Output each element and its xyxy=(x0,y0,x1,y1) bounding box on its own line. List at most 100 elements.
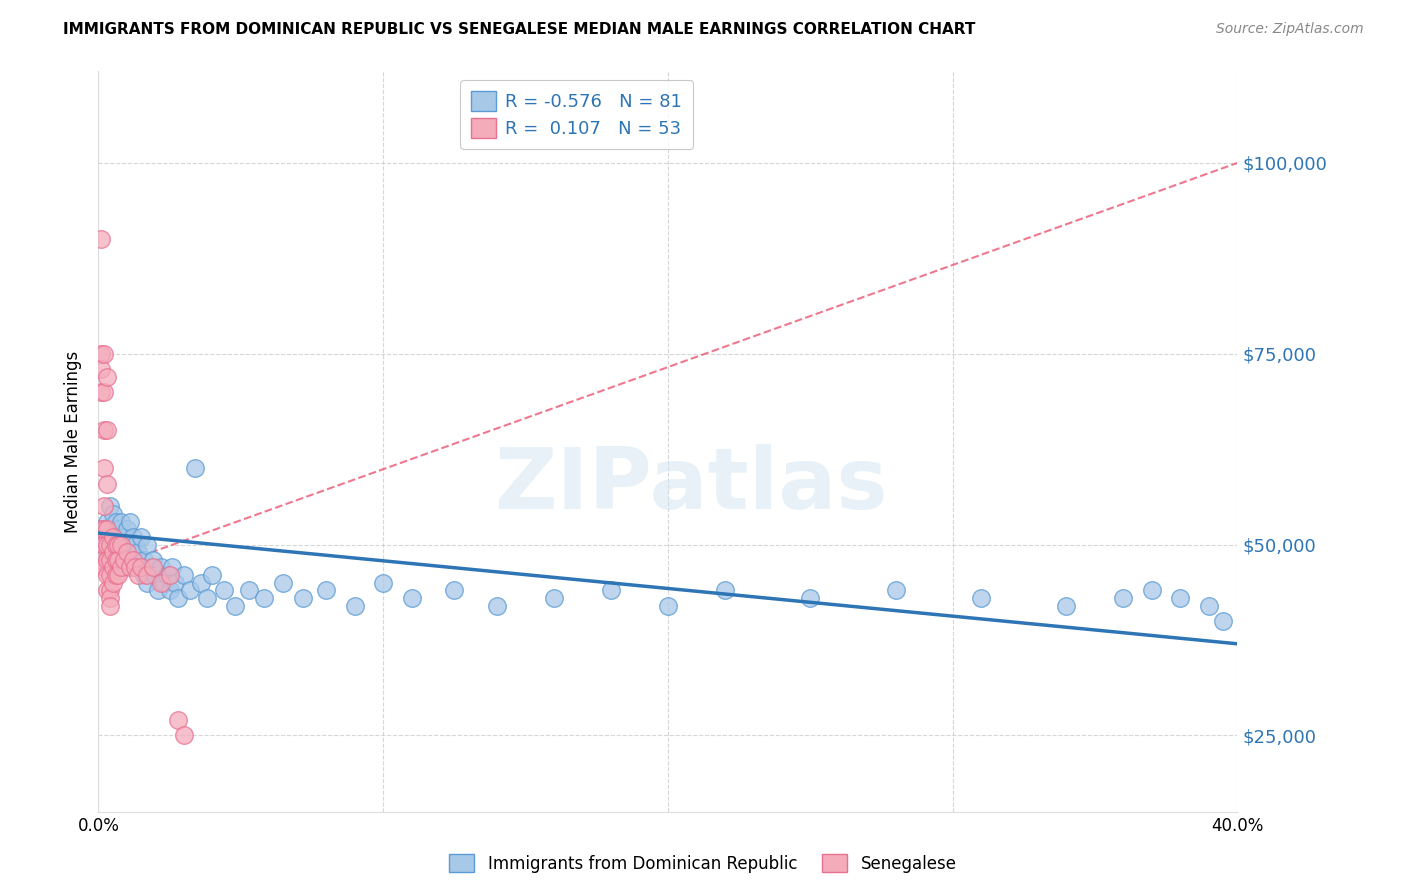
Point xyxy=(714,583,737,598)
Point xyxy=(98,538,121,552)
Point xyxy=(93,347,115,361)
Point xyxy=(162,560,184,574)
Point xyxy=(101,575,124,590)
Point xyxy=(118,560,141,574)
Point xyxy=(98,583,121,598)
Point xyxy=(93,500,115,514)
Point xyxy=(201,568,224,582)
Point xyxy=(98,500,121,514)
Point xyxy=(98,599,121,613)
Point xyxy=(112,545,135,559)
Point xyxy=(173,728,195,742)
Point xyxy=(159,568,181,582)
Point xyxy=(486,599,509,613)
Text: ZIPatlas: ZIPatlas xyxy=(494,444,887,527)
Point xyxy=(98,530,121,544)
Point xyxy=(93,538,115,552)
Point xyxy=(101,530,124,544)
Point xyxy=(124,538,146,552)
Point xyxy=(90,362,112,376)
Point xyxy=(884,583,907,598)
Point xyxy=(173,568,195,582)
Point xyxy=(115,545,138,559)
Point xyxy=(273,575,295,590)
Point xyxy=(195,591,218,605)
Point xyxy=(96,553,118,567)
Point xyxy=(110,515,132,529)
Point xyxy=(343,599,366,613)
Point xyxy=(135,568,157,582)
Point xyxy=(292,591,315,605)
Point xyxy=(165,575,187,590)
Point xyxy=(104,515,127,529)
Point xyxy=(135,575,157,590)
Point xyxy=(150,575,173,590)
Point xyxy=(115,538,138,552)
Point xyxy=(129,560,152,574)
Point xyxy=(93,384,115,399)
Point xyxy=(138,560,160,574)
Point xyxy=(190,575,212,590)
Point xyxy=(110,560,132,574)
Point xyxy=(93,423,115,437)
Point xyxy=(129,530,152,544)
Point xyxy=(1198,599,1220,613)
Point xyxy=(315,583,337,598)
Point xyxy=(96,522,118,536)
Point xyxy=(179,583,201,598)
Point xyxy=(93,538,115,552)
Point xyxy=(153,575,176,590)
Point xyxy=(145,568,167,582)
Point xyxy=(107,553,129,567)
Point xyxy=(124,560,146,574)
Point xyxy=(96,583,118,598)
Point xyxy=(141,560,163,574)
Y-axis label: Median Male Earnings: Median Male Earnings xyxy=(65,351,83,533)
Point xyxy=(238,583,260,598)
Point xyxy=(101,545,124,559)
Point xyxy=(98,591,121,605)
Point xyxy=(156,568,179,582)
Point xyxy=(104,538,127,552)
Point xyxy=(118,545,141,559)
Point xyxy=(112,530,135,544)
Point xyxy=(141,553,163,567)
Point xyxy=(1112,591,1135,605)
Point xyxy=(90,384,112,399)
Point xyxy=(129,560,152,574)
Legend: R = -0.576   N = 81, R =  0.107   N = 53: R = -0.576 N = 81, R = 0.107 N = 53 xyxy=(460,80,693,149)
Point xyxy=(96,476,118,491)
Point xyxy=(104,545,127,559)
Point xyxy=(135,538,157,552)
Point xyxy=(101,522,124,536)
Point xyxy=(90,347,112,361)
Point xyxy=(1140,583,1163,598)
Point xyxy=(543,591,565,605)
Point xyxy=(101,538,124,552)
Point xyxy=(212,583,235,598)
Point xyxy=(121,530,143,544)
Point xyxy=(104,568,127,582)
Text: IMMIGRANTS FROM DOMINICAN REPUBLIC VS SENEGALESE MEDIAN MALE EARNINGS CORRELATIO: IMMIGRANTS FROM DOMINICAN REPUBLIC VS SE… xyxy=(63,22,976,37)
Point xyxy=(96,568,118,582)
Point xyxy=(93,461,115,475)
Point xyxy=(93,522,115,536)
Point xyxy=(1212,614,1234,628)
Point xyxy=(118,515,141,529)
Point xyxy=(127,568,149,582)
Point xyxy=(112,553,135,567)
Point xyxy=(107,522,129,536)
Point xyxy=(96,423,118,437)
Point xyxy=(112,560,135,574)
Point xyxy=(184,461,207,475)
Point xyxy=(1170,591,1192,605)
Point xyxy=(101,560,124,574)
Point xyxy=(93,560,115,574)
Point xyxy=(148,583,170,598)
Point xyxy=(970,591,993,605)
Point xyxy=(90,232,112,246)
Point xyxy=(104,538,127,552)
Point xyxy=(252,591,274,605)
Point xyxy=(443,583,465,598)
Point xyxy=(167,591,190,605)
